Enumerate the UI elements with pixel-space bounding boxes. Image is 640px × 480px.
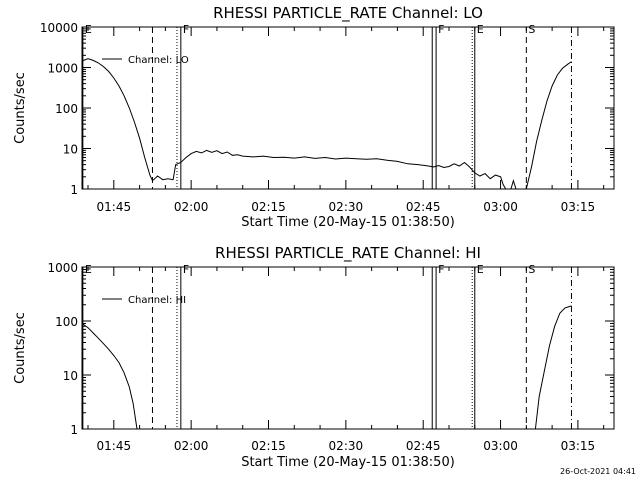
legend: Channel: LO xyxy=(102,55,189,66)
x-tick-label: 02:45 xyxy=(406,200,441,214)
x-tick-label: 03:15 xyxy=(561,200,596,214)
y-axis-label: Counts/sec xyxy=(13,72,28,144)
x-tick-label: 01:45 xyxy=(97,439,132,453)
flag-label: S xyxy=(528,263,535,276)
panel-hi: RHESSI PARTICLE_RATE Channel: HI 1 10 100 10… xyxy=(13,244,615,470)
y-axis-label: Counts/sec xyxy=(13,312,28,384)
x-tick-label: 03:00 xyxy=(483,200,518,214)
x-tick-label: 02:30 xyxy=(329,439,364,453)
flag-label: F xyxy=(438,263,444,276)
plot-frame xyxy=(81,266,615,430)
x-tick-label: 02:00 xyxy=(174,439,209,453)
chart-title: RHESSI PARTICLE_RATE Channel: HI xyxy=(215,244,481,263)
x-axis-label: Start Time (20-May-15 01:38:50) xyxy=(241,455,455,470)
x-tick-label: 01:45 xyxy=(97,200,132,214)
plot-frame xyxy=(81,26,615,190)
x-tick-label: 02:45 xyxy=(406,439,441,453)
y-tick-label: 10 xyxy=(63,143,78,157)
series-line xyxy=(534,305,572,430)
chart-title: RHESSI PARTICLE_RATE Channel: LO xyxy=(213,4,483,23)
y-tick-label: 10 xyxy=(63,369,78,383)
x-tick-label: 03:00 xyxy=(483,439,518,453)
timestamp-label: 26-Oct-2021 04:41 xyxy=(560,467,636,476)
x-tick-label: 03:15 xyxy=(561,439,596,453)
y-tick-label: 1000 xyxy=(47,62,78,76)
flag-label: F xyxy=(183,23,189,36)
flag-label: E xyxy=(85,23,92,36)
flag-label: E xyxy=(477,263,484,276)
flag-label: S xyxy=(528,23,535,36)
x-axis-label: Start Time (20-May-15 01:38:50) xyxy=(241,215,455,230)
x-tick-label: 02:00 xyxy=(174,200,209,214)
x-tick-label: 02:30 xyxy=(329,200,364,214)
legend: Channel: HI xyxy=(102,295,186,306)
y-tick-label: 1 xyxy=(70,423,78,437)
y-tick-label: 1000 xyxy=(47,261,78,275)
x-tick-label: 02:15 xyxy=(251,439,286,453)
legend-entry: Channel: LO xyxy=(128,55,189,66)
x-tick-label: 02:15 xyxy=(251,200,286,214)
y-tick-label: 10000 xyxy=(40,21,78,35)
series-line xyxy=(81,323,138,430)
flag-label: E xyxy=(477,23,484,36)
y-tick-label: 100 xyxy=(55,315,78,329)
y-tick-label: 100 xyxy=(55,102,78,116)
flag-label: F xyxy=(438,23,444,36)
panel-lo: RHESSI PARTICLE_RATE Channel: LO 1 10 100 10… xyxy=(13,4,615,230)
legend-entry: Channel: HI xyxy=(128,295,186,306)
flag-label: F xyxy=(183,263,189,276)
flag-label: E xyxy=(85,263,92,276)
y-tick-label: 1 xyxy=(70,183,78,197)
series-line xyxy=(81,58,572,190)
